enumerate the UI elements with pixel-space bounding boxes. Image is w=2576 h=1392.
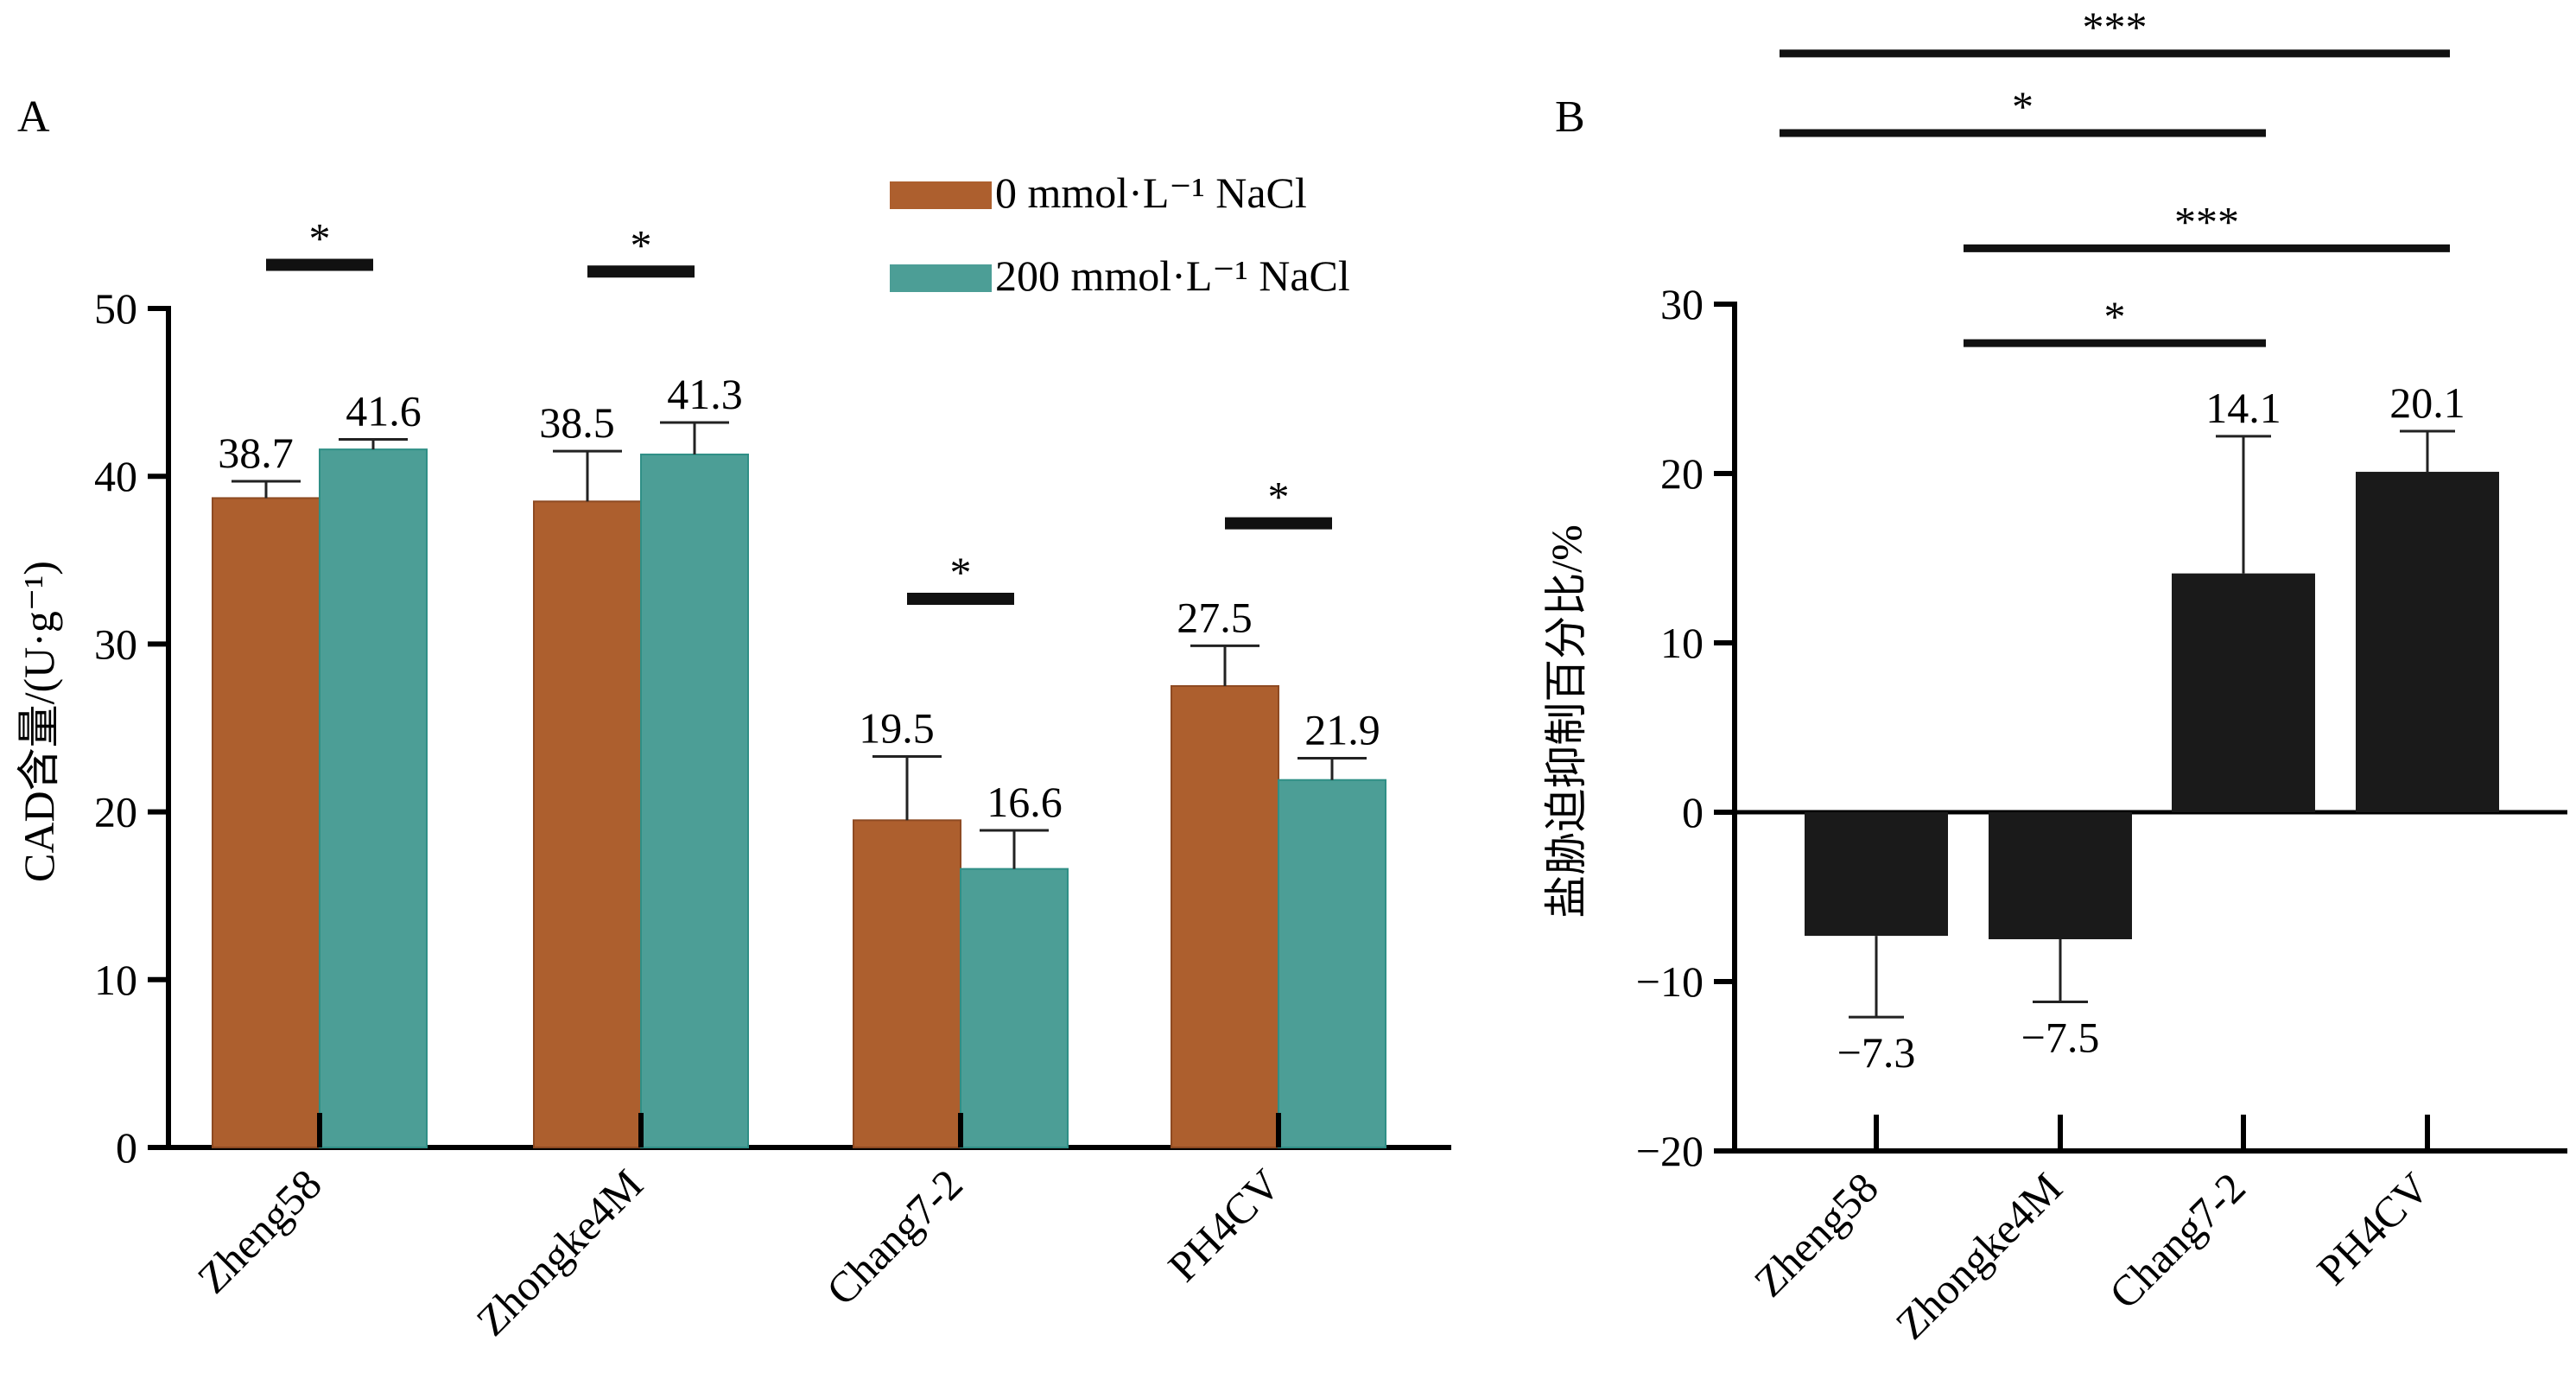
- panel-b-y-tick-label: −20: [1636, 1127, 1704, 1175]
- bar: [1805, 812, 1948, 937]
- panel-a-y-tick-label: 40: [94, 452, 137, 500]
- panel-b-y-tick-label: −10: [1636, 957, 1704, 1006]
- panel-a-y-tick-label: 0: [116, 1123, 137, 1172]
- panel-a-y-axis-label: CAD含量/(U·g⁻¹): [15, 561, 63, 882]
- panel-a-x-tick-label: Zheng58: [188, 1160, 331, 1302]
- panel-a-x-tick-label: PH4CV: [1158, 1160, 1290, 1291]
- significance-label: *: [631, 220, 652, 269]
- bar: [1171, 684, 1279, 1148]
- panel-b-x-tick-label: Zheng58: [1745, 1163, 1888, 1306]
- panel-b-y-tick-label: 10: [1660, 619, 1704, 667]
- bar: [1989, 812, 2132, 939]
- data-label: 38.7: [218, 429, 294, 477]
- bar: [533, 500, 642, 1148]
- data-label: 21.9: [1304, 705, 1380, 753]
- significance-label: ***: [2174, 197, 2239, 245]
- panel-b-y-tick-label: 0: [1682, 788, 1704, 836]
- panel-a-y-tick-label: 30: [94, 620, 137, 668]
- significance-label: *: [2012, 82, 2034, 130]
- data-label: −7.3: [1837, 1028, 1916, 1077]
- panel-b-label: B: [1555, 92, 1585, 142]
- panel-a-y-tick-label: 50: [94, 284, 137, 333]
- panel-a-x-tick-label: Chang7-2: [817, 1160, 972, 1314]
- panel-b-x-tick-label: Zhongke4M: [1886, 1163, 2071, 1348]
- bar: [2172, 573, 2315, 812]
- bar: [640, 453, 749, 1148]
- legend-label: 200 mmol·L⁻¹ NaCl: [995, 251, 1350, 300]
- legend-swatch: [890, 181, 992, 209]
- panel-b-x-tick-label: PH4CV: [2307, 1163, 2439, 1294]
- bar: [1278, 779, 1386, 1149]
- data-label: 14.1: [2205, 384, 2281, 432]
- panel-a-y-tick-label: 10: [94, 956, 137, 1004]
- significance-label: *: [2104, 292, 2126, 340]
- panel-b-y-tick-label: 20: [1660, 449, 1704, 498]
- significance-label: ***: [2083, 3, 2148, 51]
- data-label: −7.5: [2021, 1014, 2100, 1062]
- panel-b-x-tick-label: Chang7-2: [2100, 1163, 2255, 1318]
- data-label: 20.1: [2389, 378, 2465, 427]
- significance-label: *: [1268, 473, 1290, 521]
- data-label: 16.6: [987, 778, 1063, 826]
- panel-a-y-tick-label: 20: [94, 788, 137, 836]
- bar: [2356, 472, 2499, 812]
- data-label: 41.6: [346, 386, 422, 435]
- data-label: 41.3: [667, 370, 743, 418]
- legend-swatch: [890, 264, 992, 292]
- data-label: 38.5: [539, 398, 615, 447]
- data-label: 27.5: [1177, 593, 1253, 641]
- significance-label: *: [309, 214, 331, 263]
- data-label: 19.5: [859, 704, 935, 753]
- panel-b-y-tick-label: 30: [1660, 280, 1704, 328]
- panel-a-label: A: [17, 92, 50, 142]
- significance-label: *: [950, 548, 972, 596]
- chart-panel-b: B 盐胁迫抑制百分比/% −20 −10 0 10 20 30 −7.3 Zheng58 −7.…: [1542, 3, 2567, 1349]
- legend-label: 0 mmol·L⁻¹ NaCl: [995, 168, 1307, 217]
- panel-a-x-tick-label: Zhongke4M: [466, 1160, 651, 1344]
- panel-b-y-axis-label: 盐胁迫抑制百分比/%: [1542, 524, 1590, 918]
- legend: 0 mmol·L⁻¹ NaCl 200 mmol·L⁻¹ NaCl: [890, 168, 1350, 300]
- bar: [319, 448, 428, 1148]
- bar: [853, 819, 961, 1148]
- bar: [960, 868, 1069, 1148]
- bar: [212, 497, 320, 1148]
